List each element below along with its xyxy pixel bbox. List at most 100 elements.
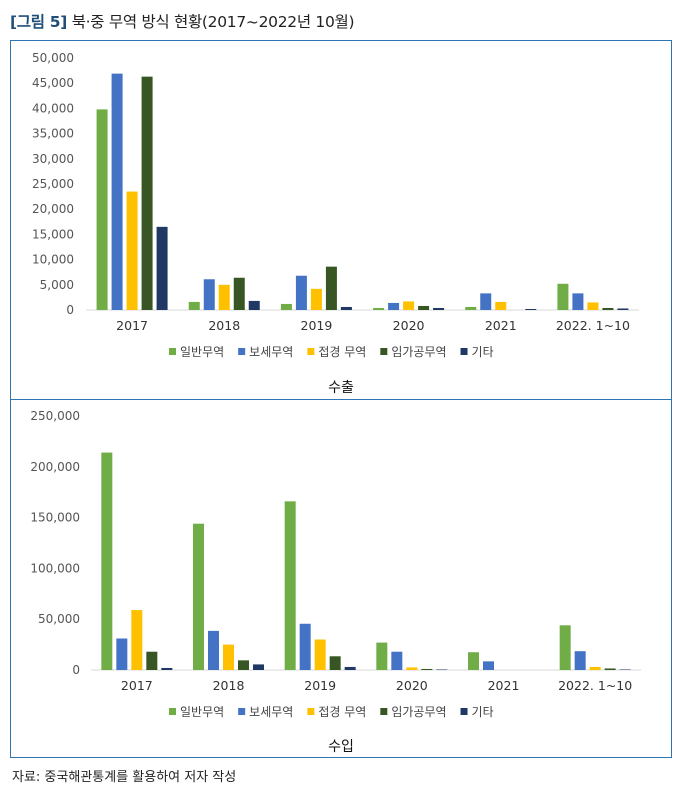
- panel-divider: [10, 399, 672, 400]
- bar: [602, 307, 614, 310]
- legend-item: 접경 무역: [307, 705, 366, 719]
- bar: [253, 664, 264, 670]
- x-tick-label: 2021: [488, 678, 520, 693]
- bar: [495, 301, 507, 310]
- legend-item: 기타: [460, 705, 494, 719]
- bar: [314, 639, 326, 670]
- legend-swatch: [307, 348, 315, 355]
- import-chart: 0 50,000 100,000 150,000 200,000 250,000 2017 2…: [30, 409, 641, 755]
- bar: [146, 651, 158, 670]
- y-tick-label: 30,000: [32, 152, 74, 166]
- bar: [111, 73, 123, 311]
- bar: [604, 668, 616, 670]
- chart-title: 수입: [328, 739, 354, 755]
- legend-item: 일반무역: [169, 705, 224, 719]
- chart-title: 수출: [328, 380, 354, 396]
- x-tick-label: 2018: [208, 318, 240, 333]
- y-tick-label: 0: [72, 663, 80, 677]
- legend-label: 임가공무역: [391, 705, 446, 719]
- legend-swatch: [460, 348, 468, 355]
- bar: [310, 288, 322, 310]
- bar: [433, 307, 445, 310]
- bar: [589, 666, 601, 670]
- bar: [284, 501, 296, 670]
- legend-label: 기타: [472, 705, 494, 719]
- bar: [388, 302, 400, 310]
- bar: [559, 625, 571, 670]
- bar: [557, 283, 569, 310]
- bar: [203, 279, 215, 310]
- y-tick-label: 25,000: [32, 177, 74, 191]
- bar: [295, 275, 307, 310]
- bar: [480, 293, 492, 310]
- x-tick-label: 2018: [213, 678, 245, 693]
- y-tick-label: 10,000: [32, 253, 74, 267]
- export-chart: 0 5,000 10,000 15,000 20,000 25,000 30,000 35,0…: [32, 51, 639, 396]
- y-tick-label: 250,000: [30, 409, 80, 423]
- bar: [193, 523, 204, 670]
- bar: [587, 302, 599, 310]
- legend-item: 보세무역: [238, 345, 293, 359]
- x-tick-label: 2022. 1~10: [556, 318, 630, 333]
- bar: [218, 284, 230, 310]
- bar: [373, 307, 385, 310]
- legend-item: 보세무역: [238, 705, 293, 719]
- bar: [406, 667, 418, 670]
- bar: [391, 651, 403, 670]
- bar: [141, 76, 153, 310]
- bar: [238, 660, 249, 670]
- legend-item: 임가공무역: [380, 345, 447, 359]
- legend-swatch: [380, 348, 388, 355]
- x-tick-label: 2019: [301, 318, 333, 333]
- bar: [465, 306, 477, 310]
- bar: [233, 277, 245, 310]
- x-tick-label: 2017: [121, 678, 153, 693]
- figure-tag: [그림 5]: [10, 13, 68, 31]
- bar: [340, 306, 352, 310]
- legend-label: 일반무역: [180, 345, 224, 359]
- bar: [436, 669, 448, 670]
- legend-swatch: [307, 708, 315, 715]
- bar: [280, 303, 292, 310]
- figure-title: [그림 5] 북·중 무역 방식 현황(2017~2022년 10월): [10, 10, 355, 32]
- source-note: 자료: 중국해관통계를 활용하여 저자 작성: [12, 770, 237, 785]
- x-tick-label: 2021: [485, 318, 517, 333]
- y-tick-label: 200,000: [30, 460, 80, 474]
- bar: [188, 301, 200, 310]
- x-tick-label: 2022. 1~10: [558, 678, 632, 693]
- y-tick-label: 150,000: [30, 511, 80, 525]
- bar: [403, 301, 415, 310]
- bar: [161, 667, 173, 670]
- x-tick-label: 2017: [116, 318, 148, 333]
- bar: [344, 666, 356, 670]
- y-tick-label: 50,000: [38, 612, 80, 626]
- bar: [619, 669, 631, 670]
- bar: [483, 661, 494, 670]
- bar: [96, 109, 108, 311]
- bar: [223, 644, 234, 670]
- y-tick-label: 15,000: [32, 227, 74, 241]
- y-tick-label: 20,000: [32, 202, 74, 216]
- legend-item: 일반무역: [169, 345, 224, 359]
- bar: [525, 308, 537, 310]
- y-tick-label: 0: [66, 303, 74, 317]
- legend-item: 임가공무역: [380, 705, 447, 719]
- bar: [299, 623, 311, 670]
- legend-swatch: [380, 708, 388, 715]
- legend-item: 기타: [460, 345, 494, 359]
- legend-label: 보세무역: [249, 345, 293, 359]
- y-tick-label: 45,000: [32, 76, 74, 90]
- legend-item: 접경 무역: [307, 345, 366, 359]
- legend-label: 접경 무역: [318, 705, 366, 719]
- legend-label: 보세무역: [249, 705, 293, 719]
- legend-swatch: [169, 348, 176, 355]
- legend-swatch: [238, 348, 246, 355]
- bar: [329, 656, 341, 670]
- x-tick-label: 2019: [304, 678, 336, 693]
- bar: [376, 642, 388, 670]
- figure-title-text: 북·중 무역 방식 현황(2017~2022년 10월): [71, 13, 355, 31]
- legend-swatch: [238, 708, 246, 715]
- bar: [248, 300, 260, 310]
- bar: [325, 266, 337, 310]
- bar: [421, 668, 433, 670]
